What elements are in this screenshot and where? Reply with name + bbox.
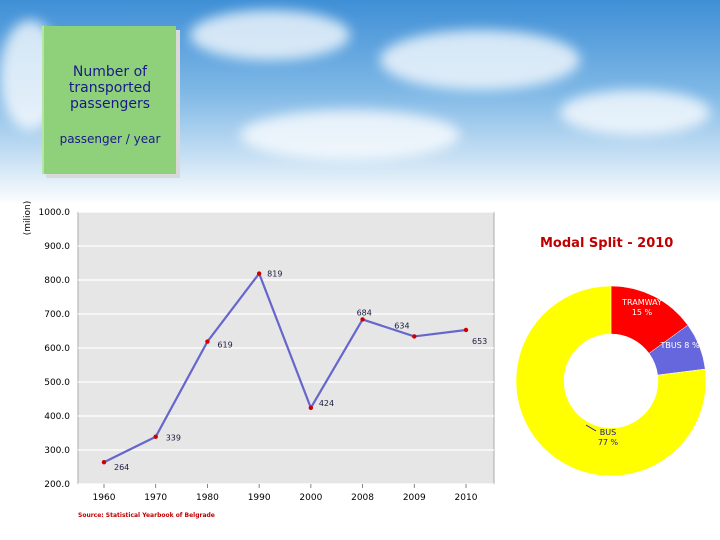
cloud-decoration [190,10,350,60]
pie-title: Modal Split - 2010 [540,236,674,251]
x-tick-label: 1980 [196,493,219,503]
data-label: 264 [114,463,129,472]
data-point [308,405,314,411]
x-tick-label: 1970 [144,493,167,503]
y-tick-label: 600.0 [44,344,70,354]
data-point [205,339,210,344]
x-tick-label: 2009 [403,493,426,503]
data-point [463,327,469,333]
data-label: 619 [217,341,232,350]
slice-label-tramway: TRAMWAY 15 % [622,298,662,317]
data-label: 653 [472,337,487,346]
chart-subtitle: passenger / year [59,132,161,146]
data-point [412,334,417,339]
y-tick-label: 900.0 [44,242,70,252]
x-tick-label: 1990 [248,493,271,503]
data-point [101,460,107,465]
y-axis-label: (milion) [23,201,33,236]
cloud-decoration [560,90,710,135]
y-tick-label: 200.0 [44,480,70,490]
x-tick-label: 1960 [93,493,116,503]
bus-leader-line [585,424,597,432]
data-point [153,434,158,439]
chart-title: Number of transported passengers [68,64,152,112]
x-tick-label: 2010 [455,493,478,503]
slice-label-tbus: TBUS 8 % [660,341,700,350]
y-tick-label: 300.0 [44,446,70,456]
series-line [103,271,467,464]
cloud-decoration [380,30,580,90]
x-tick-label: 2008 [351,493,374,503]
data-point [256,271,262,276]
y-tick-label: 800.0 [44,276,70,286]
data-label: 424 [319,399,334,408]
cloud-decoration [240,110,460,160]
title-panel: Number of transported passengers passeng… [42,26,176,174]
slice-label-bus: BUS 77 % [597,428,619,447]
pie-slice-2 [515,285,707,477]
data-label: 819 [267,270,282,279]
data-point [360,317,365,322]
data-label: 339 [166,434,181,443]
data-label: 684 [357,308,372,317]
y-tick-label: 500.0 [44,378,70,388]
x-tick-label: 2000 [299,493,322,503]
data-label: 634 [394,321,409,330]
source-note: Source: Statistical Yearbook of Belgrade [78,512,215,519]
y-tick-label: 1000.0 [39,208,71,218]
y-tick-label: 700.0 [44,310,70,320]
y-tick-label: 400.0 [44,412,70,422]
